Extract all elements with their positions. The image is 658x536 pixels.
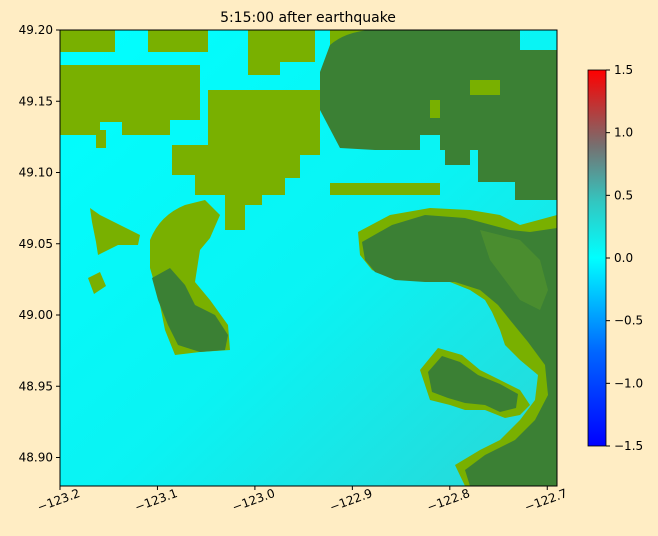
colorbar-gradient xyxy=(587,69,607,447)
x-tick-label: −122.8 xyxy=(425,486,472,514)
x-tick-label: −123.1 xyxy=(133,486,180,514)
y-tick-label: 48.95 xyxy=(19,379,53,393)
land-east xyxy=(358,208,557,486)
colorbar-tick-label: 0.0 xyxy=(614,251,633,265)
y-tick-label: 49.05 xyxy=(19,237,53,251)
colorbar-tick-label: −1.5 xyxy=(614,439,643,453)
colorbar-tick-label: 1.5 xyxy=(614,63,633,77)
plot-frame xyxy=(59,29,558,487)
colorbar: −1.5 −1.0 −0.5 0.0 0.5 1.0 1.5 xyxy=(587,63,643,453)
land-highland-north xyxy=(320,30,557,200)
heatmap-area xyxy=(60,30,557,486)
y-tick-label: 49.15 xyxy=(19,94,53,108)
colorbar-tick-label: 1.0 xyxy=(614,126,633,140)
y-tick-label: 49.10 xyxy=(19,166,53,180)
colorbar-axis: −1.5 −1.0 −0.5 0.0 0.5 1.0 1.5 xyxy=(606,63,643,453)
y-tick-label: 48.90 xyxy=(19,451,53,465)
y-axis: 48.90 48.95 49.00 49.05 49.10 49.15 49.20 xyxy=(19,23,60,465)
x-tick-label: −122.7 xyxy=(523,486,570,514)
x-axis: −123.2 −123.1 −123.0 −122.9 −122.8 −122.7 xyxy=(35,486,569,514)
y-tick-label: 49.20 xyxy=(19,23,53,37)
x-tick-label: −122.9 xyxy=(328,486,375,514)
x-tick-label: −123.2 xyxy=(35,486,82,514)
colorbar-tick-label: −0.5 xyxy=(614,314,643,328)
y-tick-label: 49.00 xyxy=(19,308,53,322)
colorbar-tick-label: −1.0 xyxy=(614,376,643,390)
colorbar-tick-label: 0.5 xyxy=(614,188,633,202)
x-tick-label: −123.0 xyxy=(230,486,277,514)
land-peninsula xyxy=(88,200,230,355)
chart-title: 5:15:00 after earthquake xyxy=(220,10,396,26)
